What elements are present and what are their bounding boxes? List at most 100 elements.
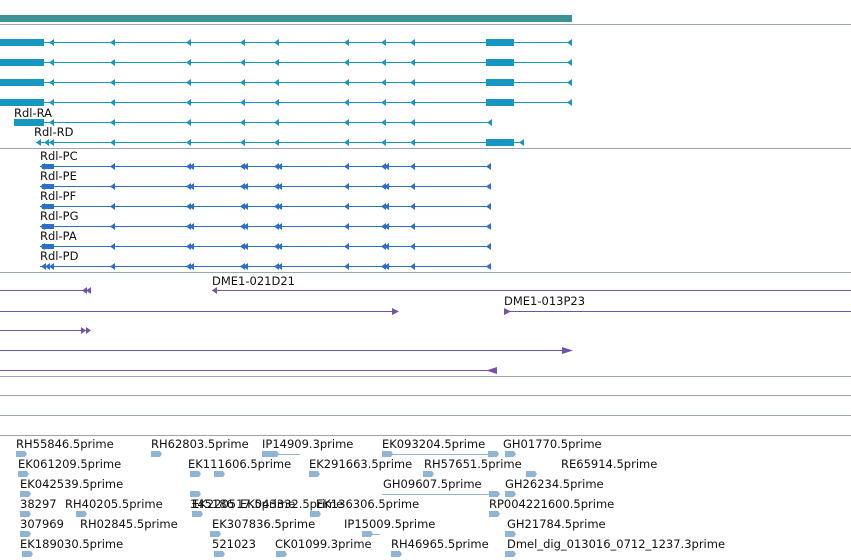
protein-label: Rdl-PE [40, 169, 77, 183]
protein-block [42, 244, 54, 249]
gene-label-rdl-ra: Rdl-RA [14, 106, 52, 120]
protein-arrow [277, 183, 282, 190]
protein-arrow [486, 203, 491, 210]
protein-arrow [274, 163, 279, 170]
protein-arrow [410, 263, 415, 270]
protein-arrow [186, 203, 191, 210]
intron-arrow [110, 79, 115, 86]
protein-start-arrow [40, 203, 45, 210]
est-label: IP14909.3prime [262, 437, 353, 451]
intron-arrow [381, 99, 386, 106]
protein-arrow [186, 263, 191, 270]
protein-arrow [344, 243, 349, 250]
exon-block [486, 39, 514, 46]
protein-arrow [274, 223, 279, 230]
protein-arrow [186, 163, 191, 170]
est-glyph [276, 551, 287, 557]
intron-arrow [381, 139, 386, 146]
protein-arrow [274, 203, 279, 210]
intron-arrow [110, 119, 115, 126]
protein-arrow [486, 223, 491, 230]
intron-arrow [110, 59, 115, 66]
protein-arrow [243, 243, 248, 250]
clone-end-arrow [82, 287, 87, 294]
protein-arrow [384, 183, 389, 190]
overview-bar [0, 15, 572, 22]
est-glyph [423, 471, 434, 477]
intron-arrow [410, 59, 415, 66]
protein-arrow [189, 203, 194, 210]
protein-start-arrow [40, 183, 45, 190]
protein-arrow [240, 203, 245, 210]
protein-arrow [240, 163, 245, 170]
protein-arrow [381, 203, 386, 210]
protein-arrow [110, 223, 115, 230]
intron-arrow [240, 59, 245, 66]
est-glyph [20, 491, 31, 497]
protein-arrow [110, 203, 115, 210]
clone-end-arrow [486, 367, 497, 374]
protein-arrow [344, 183, 349, 190]
protein-arrow [243, 163, 248, 170]
feature-labels: Rdl-RA Rdl-RD Rdl-PC Rdl-PE Rdl-PF Rdl-PG Rdl-… [14, 106, 725, 551]
intron-arrow [274, 59, 279, 66]
protein-arrow [277, 223, 282, 230]
intron-arrow [49, 119, 54, 126]
intron-arrow [110, 39, 115, 46]
intron-arrow [49, 59, 54, 66]
intron-arrow [344, 39, 349, 46]
clone-end-arrow [504, 308, 511, 315]
intron-arrow [274, 99, 279, 106]
protein-arrow [189, 183, 194, 190]
intron-arrow [410, 79, 415, 86]
intron-arrow [344, 59, 349, 66]
est-glyph [505, 491, 516, 497]
est-glyph [505, 451, 516, 457]
protein-start-arrow [45, 263, 50, 270]
protein-arrow [189, 243, 194, 250]
intron-arrow [240, 99, 245, 106]
est-glyph [489, 511, 500, 517]
clone-label: DME1-013P23 [504, 294, 585, 308]
est-glyph [190, 471, 201, 477]
intron-arrow [410, 99, 415, 106]
est-label: CK01099.3prime [275, 537, 372, 551]
protein-arrow [344, 223, 349, 230]
intron-arrow [381, 79, 386, 86]
protein-arrow [344, 263, 349, 270]
intron-arrow [344, 119, 349, 126]
intron-arrow [186, 59, 191, 66]
protein-arrow [186, 243, 191, 250]
transcript-end-arrow [567, 79, 572, 86]
protein-arrow [384, 243, 389, 250]
protein-arrow [486, 163, 491, 170]
est-track [16, 451, 537, 557]
intron-arrow [274, 119, 279, 126]
est-label: EK043332.5prime [240, 497, 343, 511]
est-glyph [190, 491, 201, 497]
intron-arrow [240, 39, 245, 46]
intron-arrow [274, 139, 279, 146]
protein-arrow [110, 243, 115, 250]
est-label: RH62803.5prime [151, 437, 249, 451]
est-glyph [22, 551, 33, 557]
intron-arrow [381, 59, 386, 66]
intron-arrow [274, 39, 279, 46]
est-glyph [16, 451, 27, 457]
exon-block [486, 79, 514, 86]
est-label: RH46965.5prime [391, 537, 489, 551]
protein-arrow [381, 183, 386, 190]
protein-label: Rdl-PF [40, 189, 76, 203]
protein-arrow [243, 183, 248, 190]
protein-block [42, 184, 54, 189]
est-label: GH26234.5prime [505, 477, 604, 491]
protein-arrow [240, 243, 245, 250]
protein-arrow [186, 183, 191, 190]
protein-arrow [384, 203, 389, 210]
clone-end-arrow [212, 287, 217, 294]
intron-arrow [410, 39, 415, 46]
intron-arrow [186, 79, 191, 86]
est-label: GH21784.5prime [507, 517, 606, 531]
protein-start-arrow [41, 263, 46, 270]
est-label: EK093204.5prime [382, 437, 485, 451]
